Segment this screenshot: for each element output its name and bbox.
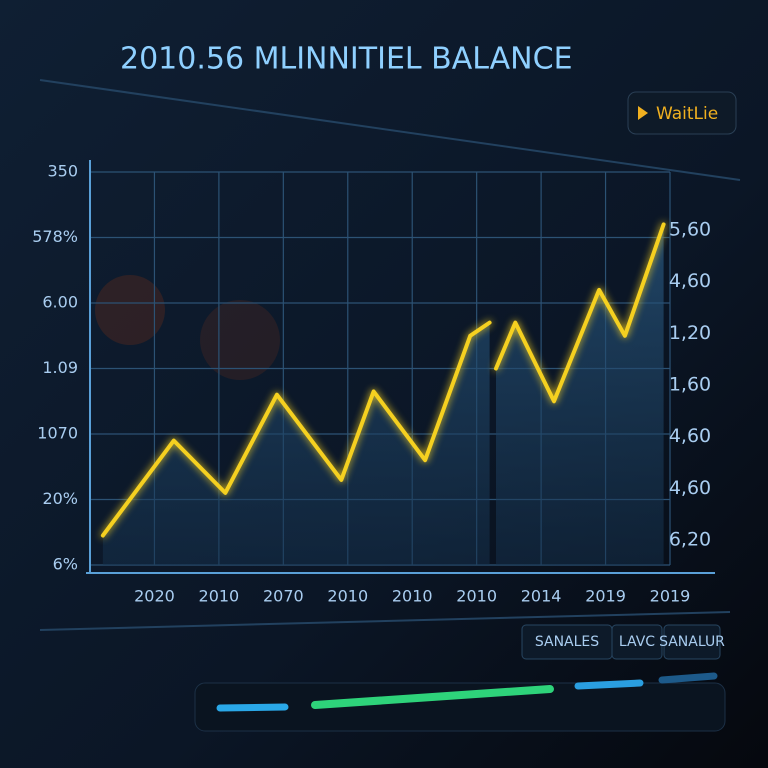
line: [100, 222, 666, 538]
button-icon: [638, 106, 648, 120]
bokeh: [200, 300, 280, 380]
divider: [39, 79, 741, 181]
button-label[interactable]: WaitLie: [656, 104, 718, 124]
tabs: SANALES LAVC SANALUR: [521, 624, 725, 660]
y2-tick-label: 4,60: [669, 477, 711, 499]
y2-tick-label: 5,60: [669, 219, 711, 241]
x-tick-label: 2014: [521, 587, 562, 606]
y2-tick-label: 1,20: [669, 322, 711, 344]
tab-label[interactable]: SANALES: [535, 634, 599, 650]
plot: 6% 20% 1070 1.09 6.00 578% 350 2020 2010 2070 2010…: [32, 160, 715, 606]
y-tick-label: 1.09: [42, 358, 78, 377]
y2-tick-label: 6,20: [669, 529, 711, 551]
y-tick-label: 6%: [53, 555, 78, 574]
tab-label[interactable]: SANALUR: [659, 634, 725, 650]
y-tick-label: 20%: [42, 489, 78, 508]
area: [102, 224, 664, 565]
y2-tick-label: 4,60: [669, 270, 711, 292]
y-tick-label: 578%: [32, 227, 78, 246]
x-tick-label: 2010: [392, 587, 433, 606]
y2-tick-label: 4,60: [669, 425, 711, 447]
y-tick-label: 350: [47, 162, 78, 181]
tab[interactable]: [611, 624, 663, 660]
button[interactable]: [627, 91, 737, 135]
x-tick-label: 2019: [585, 587, 626, 606]
progress-bar: [216, 703, 289, 712]
divider: [39, 611, 731, 631]
progress-bar: [574, 679, 644, 690]
bokeh: [95, 275, 165, 345]
y-tick-label: 1070: [37, 424, 78, 443]
x-tick-label: 2010: [456, 587, 497, 606]
x-tick-label: 2020: [134, 587, 175, 606]
progress-bar: [658, 672, 718, 684]
x-tick-label: 2019: [650, 587, 691, 606]
y-tick-label: 6.00: [42, 293, 78, 312]
y2-tick-label: 1,60: [669, 374, 711, 396]
x-tick-label: 2070: [263, 587, 304, 606]
x-tick-label: 2010: [199, 587, 240, 606]
chart-title: 2010.56 MLINNITIEL BALANCE: [120, 42, 573, 77]
x-tick-label: 2010: [327, 587, 368, 606]
tab[interactable]: [663, 624, 721, 660]
tab-label[interactable]: LAVC: [619, 634, 655, 650]
progress-bar: [311, 685, 554, 709]
progress-panel: [194, 682, 726, 732]
